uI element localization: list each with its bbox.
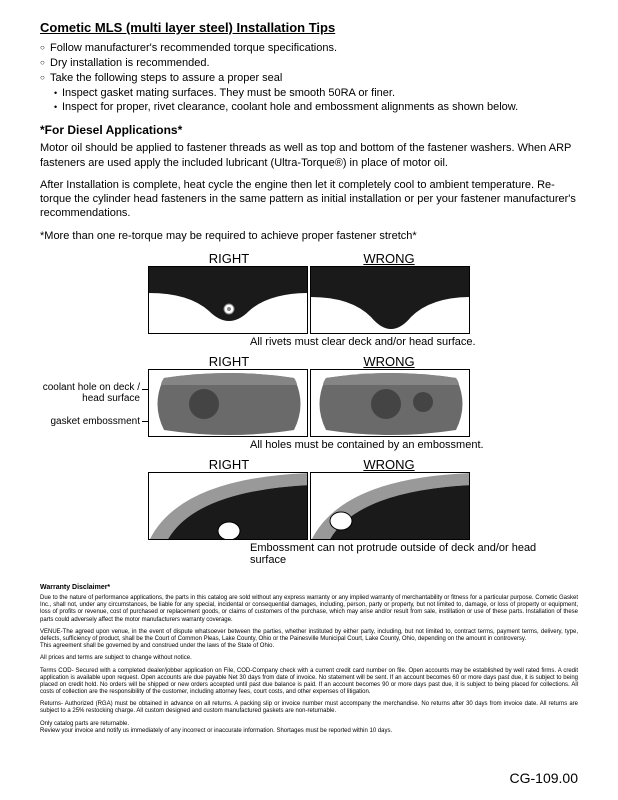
disclaimer-para: All prices and terms are subject to chan…	[40, 655, 578, 662]
label-right: RIGHT	[149, 251, 309, 266]
disclaimer-para: VENUE-The agreed upon venue, in the even…	[40, 629, 578, 651]
label-right: RIGHT	[149, 354, 309, 369]
page-number: CG-109.00	[510, 770, 578, 786]
disc-span: VENUE-The agreed upon venue, in the even…	[40, 629, 578, 642]
panel-rivet-wrong	[310, 266, 470, 334]
panel-hole-right	[148, 369, 308, 437]
install-bullets: Follow manufacturer's recommended torque…	[40, 41, 578, 115]
disclaimer-para: Returns- Authorized (RGA) must be obtain…	[40, 701, 578, 715]
caption-emboss: Embossment can not protrude outside of d…	[40, 542, 560, 566]
sub-bullet-item: Inspect for proper, rivet clearance, coo…	[40, 100, 578, 115]
panel-emboss-right	[148, 472, 308, 540]
bullet-item: Dry installation is recommended.	[40, 56, 578, 71]
callout-coolant: coolant hole on deck / head surface	[35, 382, 140, 404]
callout-gasket: gasket embossment	[35, 416, 140, 427]
diesel-heading: *For Diesel Applications*	[40, 123, 578, 137]
disc-span: Only catalog parts are returnable.	[40, 721, 129, 727]
disc-span: This agreement shall be governed by and …	[40, 643, 274, 649]
diesel-para-3: *More than one re-torque may be required…	[40, 229, 578, 243]
diesel-para-1: Motor oil should be applied to fastener …	[40, 141, 578, 170]
diagram-row-rivets: RIGHT WRONG All rivets must clear deck a…	[40, 251, 578, 348]
caption-rivets: All rivets must clear deck and/or head s…	[40, 336, 578, 348]
panel-rivet-right	[148, 266, 308, 334]
bullet-item: Follow manufacturer's recommended torque…	[40, 41, 578, 56]
disclaimer-para: Terms COD- Secured with a completed deal…	[40, 668, 578, 697]
caption-holes: All holes must be contained by an emboss…	[40, 439, 578, 451]
diagram-row-holes: coolant hole on deck / head surface gask…	[40, 354, 578, 451]
label-wrong: WRONG	[309, 457, 469, 472]
label-wrong: WRONG	[309, 354, 469, 369]
disclaimer-para: Due to the nature of performance applica…	[40, 595, 578, 624]
diagram-section: RIGHT WRONG All rivets must clear deck a…	[40, 251, 578, 566]
panel-emboss-wrong	[310, 472, 470, 540]
disc-span: Review your invoice and notify us immedi…	[40, 728, 392, 734]
bullet-item: Take the following steps to assure a pro…	[40, 71, 578, 86]
panel-hole-wrong	[310, 369, 470, 437]
page-title: Cometic MLS (multi layer steel) Installa…	[40, 20, 578, 35]
disclaimer-title: Warranty Disclaimer*	[40, 584, 578, 591]
sub-bullet-item: Inspect gasket mating surfaces. They mus…	[40, 86, 578, 101]
disclaimer-block: Warranty Disclaimer* Due to the nature o…	[40, 584, 578, 735]
diesel-para-2: After Installation is complete, heat cyc…	[40, 178, 578, 221]
diagram-row-emboss: RIGHT WRONG Embossment can not protrude …	[40, 457, 578, 566]
disclaimer-para: Only catalog parts are returnable. Revie…	[40, 721, 578, 735]
label-wrong: WRONG	[309, 251, 469, 266]
label-right: RIGHT	[149, 457, 309, 472]
